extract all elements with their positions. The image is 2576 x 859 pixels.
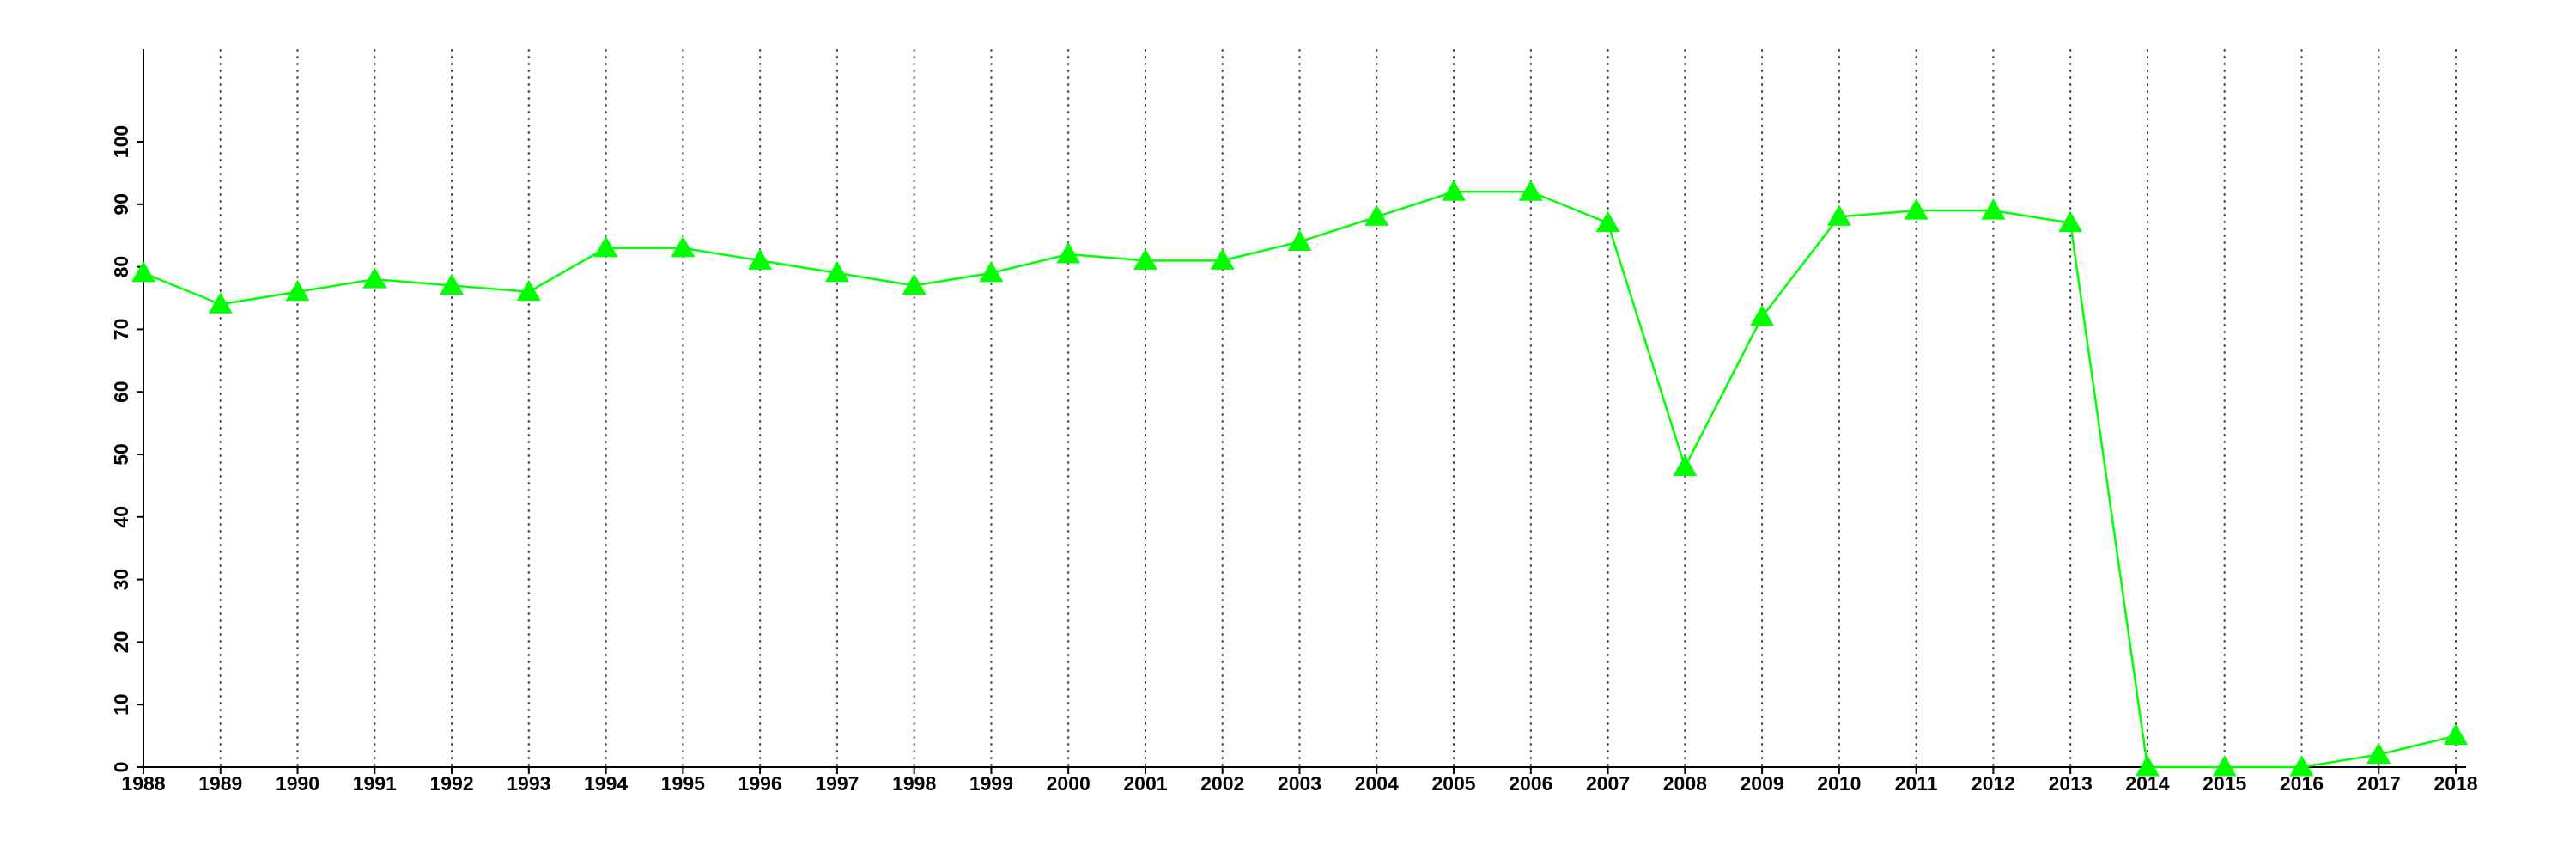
- y-tick-label: 0: [110, 762, 132, 773]
- x-tick-label: 2013: [2049, 772, 2093, 795]
- data-point: [902, 273, 927, 295]
- x-tick-label: 2008: [1663, 772, 1707, 795]
- data-point: [1904, 198, 1929, 220]
- x-tick-label: 1993: [507, 772, 550, 795]
- x-tick-label: 2002: [1200, 772, 1244, 795]
- data-point: [1364, 204, 1389, 226]
- data-point: [2444, 723, 2468, 746]
- data-point: [1981, 198, 2006, 220]
- data-point: [2212, 755, 2237, 777]
- x-tick-label: 1995: [661, 772, 705, 795]
- data-point: [516, 279, 541, 302]
- y-tick-label: 80: [110, 256, 132, 278]
- data-point: [2135, 755, 2160, 777]
- data-point: [1518, 180, 1543, 201]
- data-point: [671, 235, 696, 258]
- data-point: [1287, 229, 1312, 251]
- x-tick-label: 2010: [1817, 772, 1861, 795]
- x-tick-label: 2007: [1586, 772, 1630, 795]
- x-tick-label: 1991: [353, 772, 397, 795]
- x-tick-label: 2018: [2433, 772, 2477, 795]
- x-tick-label: 2009: [1741, 772, 1784, 795]
- x-tick-label: 2005: [1431, 772, 1475, 795]
- y-tick-label: 40: [110, 506, 132, 528]
- data-point: [2058, 210, 2083, 233]
- data-point: [1595, 210, 1620, 233]
- y-tick-label: 20: [110, 631, 132, 654]
- data-point: [748, 248, 773, 270]
- data-point: [362, 267, 387, 289]
- data-point: [208, 292, 233, 314]
- x-tick-label: 2004: [1355, 772, 1399, 795]
- data-point: [1056, 242, 1081, 264]
- data-point: [1673, 454, 1698, 477]
- y-tick-label: 50: [110, 443, 132, 466]
- data-point: [979, 260, 1004, 283]
- data-point: [1442, 180, 1467, 201]
- x-tick-label: 1988: [121, 772, 165, 795]
- data-point: [285, 279, 310, 302]
- y-tick-label: 100: [110, 125, 132, 158]
- y-tick-label: 10: [110, 693, 132, 716]
- data-point: [2289, 755, 2314, 777]
- x-tick-label: 1999: [969, 772, 1013, 795]
- data-point: [1133, 248, 1157, 270]
- data-point: [440, 273, 465, 295]
- data-point: [1750, 304, 1775, 326]
- data-point: [593, 235, 618, 258]
- data-point: [131, 260, 155, 283]
- data-point: [2366, 742, 2391, 764]
- y-tick-label: 60: [110, 381, 132, 403]
- y-tick-label: 90: [110, 193, 132, 216]
- x-tick-label: 2001: [1123, 772, 1167, 795]
- x-tick-label: 1996: [738, 772, 782, 795]
- x-tick-label: 1994: [584, 772, 628, 795]
- data-point: [824, 260, 849, 283]
- x-tick-label: 1989: [198, 772, 242, 795]
- x-tick-label: 2012: [1971, 772, 2015, 795]
- x-tick-label: 2017: [2357, 772, 2401, 795]
- x-tick-label: 2006: [1509, 772, 1552, 795]
- data-point: [1210, 248, 1235, 270]
- x-tick-label: 2011: [1895, 772, 1938, 795]
- y-tick-label: 30: [110, 569, 132, 591]
- y-tick-label: 70: [110, 319, 132, 341]
- data-point: [1826, 204, 1851, 226]
- x-tick-label: 1998: [892, 772, 936, 795]
- x-tick-label: 2003: [1278, 772, 1321, 795]
- x-tick-label: 1992: [429, 772, 473, 795]
- x-tick-label: 2000: [1047, 772, 1091, 795]
- x-tick-label: 1997: [815, 772, 859, 795]
- x-tick-label: 1990: [276, 772, 319, 795]
